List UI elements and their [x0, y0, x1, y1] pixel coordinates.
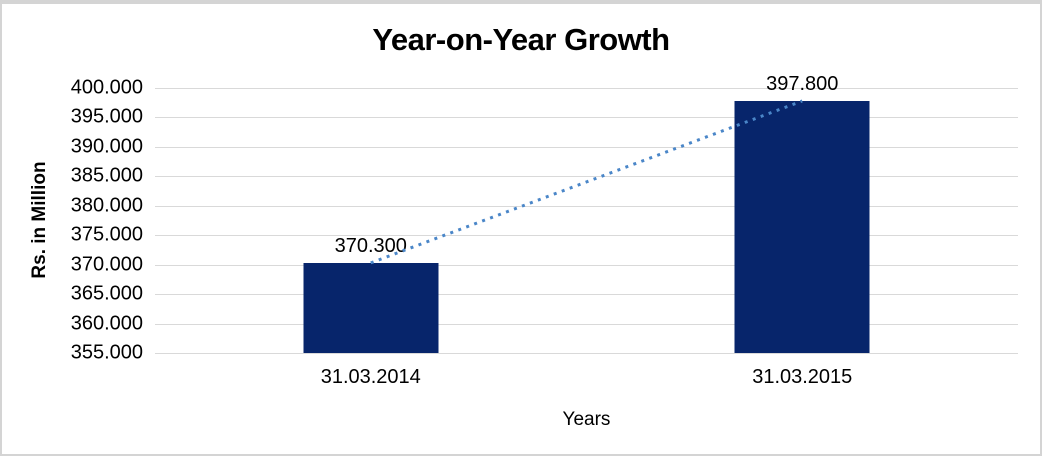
x-axis: 31.03.2014 31.03.2015: [155, 366, 1018, 390]
gridline: [155, 176, 1018, 178]
bar-value-label: 370.300: [334, 234, 407, 257]
y-tick-label: 400.000: [70, 76, 143, 99]
gridline: [155, 117, 1018, 119]
y-tick-label: 385.000: [70, 164, 143, 187]
gridline: [155, 205, 1018, 207]
x-axis-title: Years: [562, 409, 611, 430]
gridline: [155, 235, 1018, 237]
y-tick-label: 375.000: [70, 223, 143, 246]
y-tick-label: 390.000: [70, 135, 143, 158]
gridline: [155, 146, 1018, 148]
y-tick-label: 360.000: [70, 312, 143, 335]
y-tick-label: 395.000: [70, 105, 143, 128]
bar-31.03.2015[interactable]: [734, 100, 870, 353]
y-tick-label: 380.000: [70, 194, 143, 217]
trendline: [370, 99, 803, 265]
y-tick-label: 355.000: [70, 341, 143, 364]
chart-title: Year-on-Year Growth: [372, 22, 670, 57]
y-tick-label: 365.000: [70, 282, 143, 305]
gridline: [155, 88, 1018, 89]
y-axis: 400.000 395.000 390.000 385.000 380.000 375.0…: [0, 77, 143, 364]
gridline: [155, 294, 1018, 296]
y-tick-label: 370.000: [70, 253, 143, 276]
plot-area: 370.300 397.800: [155, 73, 1018, 354]
x-tick-label: 31.03.2014: [320, 366, 421, 388]
gridline: [155, 323, 1018, 325]
trendline-svg[interactable]: [155, 88, 1018, 353]
x-tick-label: 31.03.2015: [752, 366, 853, 388]
gridline: [155, 264, 1018, 266]
bar-value-label: 397.800: [766, 72, 839, 95]
gridline: [155, 353, 1018, 354]
bar-31.03.2014[interactable]: [303, 262, 439, 353]
